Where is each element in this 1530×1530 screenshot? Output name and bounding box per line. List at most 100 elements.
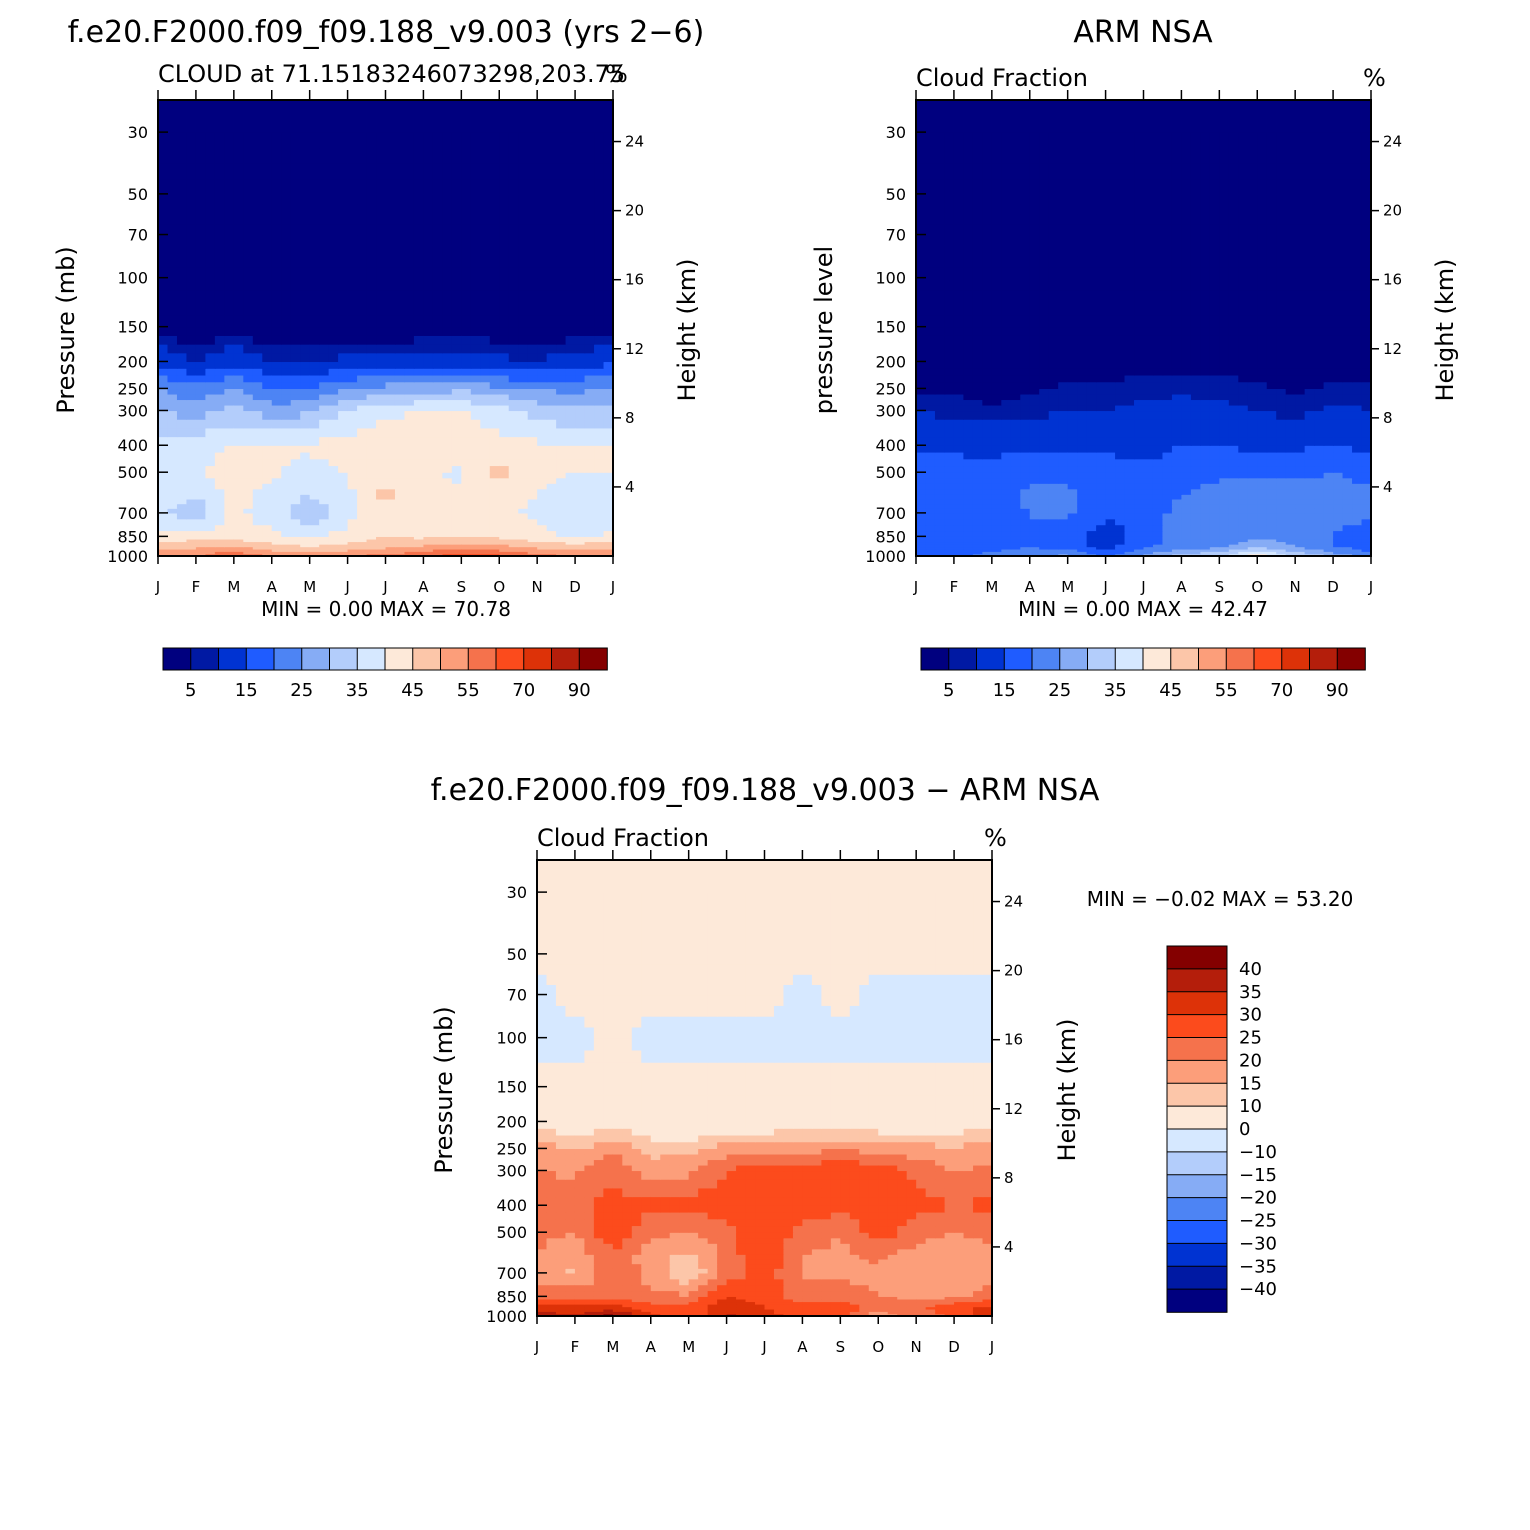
heatmap-cell bbox=[404, 381, 415, 390]
heatmap-cell bbox=[1105, 399, 1116, 406]
heatmap-cell bbox=[338, 147, 349, 164]
heatmap-cell bbox=[603, 388, 614, 395]
heatmap-cell bbox=[461, 445, 472, 453]
heatmap-cell bbox=[1238, 361, 1249, 369]
heatmap-cell bbox=[1067, 530, 1078, 537]
heatmap-cell bbox=[1115, 326, 1126, 336]
heatmap-cell bbox=[1171, 518, 1183, 526]
heatmap-cell bbox=[1143, 548, 1154, 552]
heatmap-cell bbox=[982, 538, 993, 543]
heatmap-cell bbox=[281, 326, 292, 336]
heatmap-cell bbox=[1039, 277, 1050, 291]
heatmap-cell bbox=[953, 544, 964, 548]
heatmap-cell bbox=[925, 381, 936, 390]
heatmap-cell bbox=[603, 245, 614, 257]
heatmap-cell bbox=[1361, 494, 1372, 500]
heatmap-cell bbox=[243, 368, 254, 376]
heatmap-cell bbox=[1058, 488, 1069, 495]
heatmap-cell bbox=[357, 494, 368, 500]
heatmap-cell bbox=[1257, 326, 1268, 336]
heatmap-cell bbox=[423, 266, 434, 279]
heatmap-cell bbox=[461, 302, 472, 316]
heatmap-cell bbox=[1323, 344, 1334, 354]
heatmap-cell bbox=[499, 234, 510, 246]
heatmap-cell bbox=[565, 224, 576, 236]
heatmap-cell bbox=[518, 472, 529, 479]
heatmap-cell bbox=[1124, 445, 1135, 453]
heatmap-cell bbox=[1276, 344, 1287, 354]
heatmap-cell bbox=[916, 234, 927, 246]
heatmap-cell bbox=[357, 530, 368, 537]
heatmap-cell bbox=[404, 498, 415, 505]
heatmap-cell bbox=[432, 374, 443, 383]
heatmap-cell bbox=[224, 436, 235, 446]
heatmap-cell bbox=[1058, 326, 1069, 336]
heatmap-cell bbox=[565, 245, 576, 257]
heatmap-cell bbox=[423, 224, 434, 236]
heatmap-cell bbox=[1323, 361, 1334, 369]
heatmap-cell bbox=[575, 178, 586, 195]
heatmap-cell bbox=[1134, 326, 1145, 336]
heatmap-cell bbox=[1228, 289, 1239, 303]
heatmap-cell bbox=[575, 204, 586, 215]
heatmap-cell bbox=[338, 399, 349, 406]
heatmap-cell bbox=[1029, 234, 1040, 246]
heatmap-cell bbox=[1039, 314, 1050, 328]
heatmap-cell bbox=[186, 368, 197, 376]
heatmap-cell bbox=[982, 427, 993, 438]
heatmap-cell bbox=[300, 546, 311, 550]
heatmap-cell bbox=[1238, 458, 1249, 467]
heatmap-cell bbox=[1152, 436, 1164, 446]
heatmap-cell bbox=[982, 314, 993, 328]
heatmap-cell bbox=[1029, 458, 1040, 467]
heatmap-cell bbox=[1209, 289, 1220, 303]
heatmap-cell bbox=[1162, 427, 1173, 438]
heatmap-cell bbox=[1361, 289, 1372, 303]
heatmap-cell bbox=[1361, 541, 1372, 545]
heatmap-cell bbox=[357, 352, 368, 363]
heatmap-cell bbox=[1020, 544, 1031, 548]
heatmap-cell bbox=[1285, 410, 1296, 420]
heatmap-cell bbox=[508, 445, 519, 453]
heatmap-cell bbox=[982, 404, 993, 412]
heatmap-cell bbox=[328, 256, 339, 268]
heatmap-cell bbox=[319, 178, 330, 195]
heatmap-cell bbox=[205, 193, 216, 205]
heatmap-cell bbox=[1105, 314, 1116, 328]
heatmap-cell bbox=[214, 551, 225, 555]
heatmap-cell bbox=[195, 465, 206, 473]
heatmap-cell bbox=[1361, 518, 1372, 526]
heatmap-cell bbox=[1096, 410, 1107, 420]
heatmap-cell bbox=[309, 538, 320, 543]
heatmap-cell bbox=[195, 302, 206, 316]
panels: 3050701001502002503004005007008501000242… bbox=[52, 15, 1459, 1356]
heatmap-cell bbox=[1162, 508, 1173, 514]
heatmap-cell bbox=[195, 388, 206, 395]
heatmap-cell bbox=[1209, 381, 1220, 390]
heatmap-cell bbox=[1171, 538, 1183, 543]
heatmap-cell bbox=[925, 458, 936, 467]
heatmap-cell bbox=[963, 477, 974, 484]
heatmap-cell bbox=[1314, 465, 1325, 473]
heatmap-cell bbox=[963, 399, 974, 406]
heatmap-cell bbox=[357, 393, 368, 401]
heatmap-cell bbox=[319, 451, 330, 460]
heatmap-cell bbox=[1219, 436, 1230, 446]
heatmap-cell bbox=[281, 498, 292, 505]
heatmap-cell bbox=[470, 472, 481, 479]
heatmap-cell bbox=[594, 419, 605, 429]
heatmap-cell bbox=[565, 427, 576, 438]
heatmap-cell bbox=[1209, 541, 1220, 545]
heatmap-cell bbox=[1020, 546, 1031, 550]
heatmap-cell bbox=[603, 419, 614, 429]
heatmap-cell bbox=[394, 132, 406, 149]
heatmap-cell bbox=[972, 436, 983, 446]
heatmap-cell bbox=[1181, 538, 1192, 543]
heatmap-cell bbox=[1086, 335, 1097, 345]
heatmap-cell bbox=[1285, 551, 1296, 555]
heatmap-cell bbox=[442, 132, 453, 149]
heatmap-cell bbox=[963, 277, 974, 291]
heatmap-cell bbox=[271, 335, 282, 345]
heatmap-cell bbox=[404, 458, 415, 467]
heatmap-cell bbox=[300, 204, 311, 215]
